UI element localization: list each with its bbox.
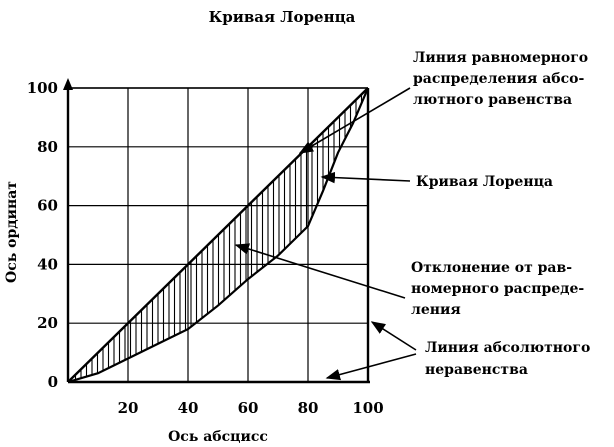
y-tick-label: 100: [27, 79, 58, 97]
y-tick-label: 20: [37, 314, 58, 332]
x-tick-label: 100: [352, 399, 383, 417]
y-tick-label: 0: [48, 373, 58, 391]
x-tick-label: 40: [178, 399, 199, 417]
lorenz-curve: [67, 87, 370, 384]
y-tick-label: 60: [37, 197, 58, 215]
y-axis-arrow: [63, 78, 73, 90]
annotation-arrow: [370, 321, 417, 351]
annotation-text: номерного распреде-: [411, 281, 584, 297]
annotation-text: Линия абсолютного: [425, 340, 590, 356]
annotation-text: распределения абсо-: [413, 71, 584, 87]
annotation-text: Кривая Лоренца: [416, 174, 553, 190]
annotation-text: Линия равномерного: [413, 50, 588, 66]
annotation-area: Отклонение от рав-номерного распреде-лен…: [234, 243, 584, 318]
y-tick-label: 80: [37, 138, 58, 156]
x-axis-label: Ось абсцисс: [168, 429, 268, 445]
annotation-text: лютного равенства: [413, 92, 572, 108]
annotation-text: неравенства: [425, 362, 528, 378]
annotation-lorenz: Кривая Лоренца: [320, 171, 553, 190]
annotation-equality: Линия равномерного распределения абсо-лют…: [298, 50, 588, 154]
y-tick-label: 40: [37, 255, 58, 273]
annotation-arrow: [298, 87, 411, 154]
x-tick-label: 20: [118, 399, 139, 417]
equality-line: [67, 87, 369, 383]
x-tick-label: 80: [298, 399, 319, 417]
chart-title: Кривая Лоренца: [209, 8, 356, 26]
annotations: Линия равномерного распределения абсо-лют…: [234, 50, 590, 381]
annotation-arrow: [234, 243, 406, 299]
x-tick-label: 60: [238, 399, 259, 417]
annotation-arrow: [320, 171, 411, 184]
series-lines: [67, 87, 370, 384]
y-axis-label: Ось ординат: [4, 181, 20, 283]
axes: [63, 78, 370, 384]
annotation-text: Отклонение от рав-: [411, 260, 572, 276]
annotation-arrow: [325, 353, 417, 381]
annotation-text: ления: [411, 302, 461, 318]
annotation-inequality: Линия абсолютного неравенства: [325, 321, 590, 381]
tick-labels: 20 40 60 80 100 0 20 40 60 80 100: [27, 79, 384, 417]
